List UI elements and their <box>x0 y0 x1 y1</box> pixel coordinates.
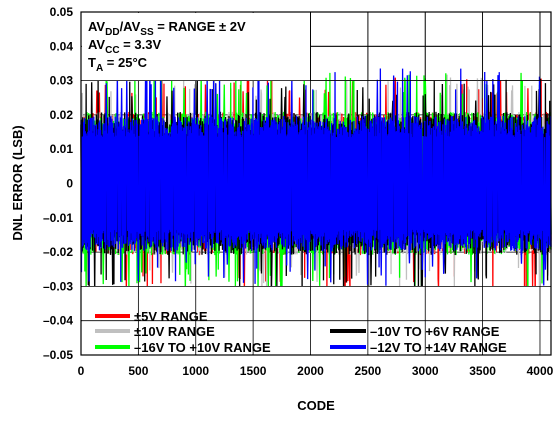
y-tick-label-3: 0.02 <box>50 108 74 122</box>
legend-box <box>82 286 550 354</box>
y-tick-label-7: –0.02 <box>43 245 73 259</box>
series-group <box>80 67 552 301</box>
cond3-prefix: T <box>88 55 96 70</box>
y-tick-label-5: 0 <box>66 177 73 191</box>
series-line-4 <box>80 67 552 286</box>
y-tick-label-2: 0.03 <box>50 74 74 88</box>
legend-label-12v-14v: –12V TO +14V RANGE <box>370 340 507 355</box>
y-tick-labels: 0.05 0.04 0.03 0.02 0.01 0 –0.01 –0.02 –0.03 –0.0… <box>43 5 73 362</box>
cond2-suffix: = 3.3V <box>120 37 162 52</box>
y-tick-label-10: –0.05 <box>43 348 73 362</box>
y-tick-label-4: 0.01 <box>50 142 74 156</box>
legend-label-5v: ±5V RANGE <box>134 309 208 324</box>
cond1-sub2: SS <box>140 27 154 38</box>
x-tick-label-5: 2500 <box>355 364 382 378</box>
cond1-suffix: = RANGE ± 2V <box>154 19 246 34</box>
x-tick-label-8: 4000 <box>527 364 554 378</box>
cond3-sub1: A <box>96 63 103 74</box>
conditions-box <box>82 13 311 81</box>
cond3-suffix: = 25°C <box>103 55 147 70</box>
y-tick-label-8: –0.03 <box>43 279 73 293</box>
annotation-cover <box>81 12 551 355</box>
x-tick-label-1: 500 <box>128 364 148 378</box>
y-tick-label-6: –0.01 <box>43 211 73 225</box>
x-tick-label-7: 3500 <box>469 364 496 378</box>
condition-line-2: AVCC = 3.3V <box>88 37 161 56</box>
x-axis-title: CODE <box>297 398 335 413</box>
y-tick-label-1: 0.04 <box>50 39 74 53</box>
cond1-mid: /AV <box>120 19 141 34</box>
cond2-sub1: CC <box>105 45 119 56</box>
cond2-prefix: AV <box>88 37 105 52</box>
legend-label-10v: ±10V RANGE <box>134 324 215 339</box>
x-tick-label-0: 0 <box>78 364 85 378</box>
cond1-sub1: DD <box>105 27 119 38</box>
legend-label-10v-6v: –10V TO +6V RANGE <box>370 324 500 339</box>
y-tick-label-0: 0.05 <box>50 5 74 19</box>
legend: ±5V RANGE ±10V RANGE –16V TO +10V RANGE … <box>95 309 507 355</box>
condition-line-3: TA = 25°C <box>88 55 148 74</box>
y-tick-label-9: –0.04 <box>43 314 73 328</box>
x-tick-label-6: 3000 <box>412 364 439 378</box>
plot-frame <box>80 11 552 356</box>
x-tick-label-4: 2000 <box>297 364 324 378</box>
conditions-block: AVDD/AVSS = RANGE ± 2V AVCC = 3.3V TA = … <box>88 19 246 74</box>
condition-line-1: AVDD/AVSS = RANGE ± 2V <box>88 19 246 38</box>
y-axis-title: DNL ERROR (LSB) <box>10 125 25 240</box>
x-tick-label-2: 1000 <box>182 364 209 378</box>
legend-label-16v-10v: –16V TO +10V RANGE <box>134 340 271 355</box>
x-tick-label-3: 1500 <box>240 364 267 378</box>
cond1-prefix: AV <box>88 19 105 34</box>
x-tick-labels: 0 500 1000 1500 2000 2500 3000 3500 4000 <box>78 364 554 378</box>
